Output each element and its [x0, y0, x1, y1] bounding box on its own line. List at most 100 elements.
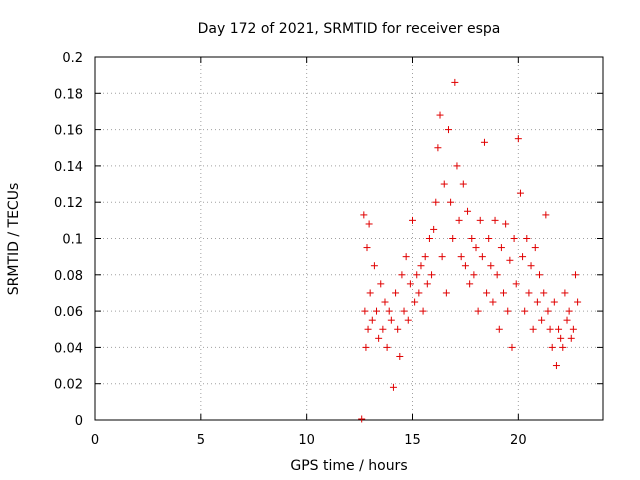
y-tick-label: 0.08	[54, 269, 83, 284]
data-point	[468, 235, 476, 242]
data-point	[368, 316, 376, 324]
y-tick-label: 0.04	[54, 341, 83, 356]
data-point	[546, 325, 554, 333]
data-point	[521, 307, 529, 315]
data-point	[487, 262, 495, 270]
y-tick-label: 0.16	[54, 124, 83, 139]
data-point	[438, 253, 446, 261]
data-point	[531, 244, 539, 252]
data-point	[375, 334, 383, 342]
data-point	[567, 334, 575, 342]
data-point	[565, 307, 573, 315]
data-point	[411, 298, 419, 306]
data-points	[358, 78, 582, 423]
data-point	[432, 198, 440, 206]
x-tick-label: 20	[510, 433, 527, 448]
data-point	[512, 280, 520, 288]
data-point	[387, 316, 395, 324]
y-tick-label: 0.12	[54, 196, 83, 211]
data-point	[491, 216, 499, 224]
data-point	[525, 289, 533, 297]
data-point	[552, 362, 560, 370]
data-point	[483, 289, 491, 297]
data-point	[500, 289, 508, 297]
data-point	[523, 235, 531, 242]
y-axis-label: SRMTID / TECUs	[6, 183, 22, 296]
data-point	[370, 262, 378, 270]
data-point	[540, 289, 548, 297]
data-point	[516, 189, 524, 197]
y-tick-label: 0.06	[54, 305, 83, 320]
data-point	[377, 280, 385, 288]
y-tick-label: 0.02	[54, 378, 83, 393]
data-point	[409, 216, 416, 224]
data-point	[444, 126, 452, 134]
data-point	[366, 289, 374, 297]
data-point	[383, 343, 391, 351]
data-point	[485, 235, 493, 242]
data-point	[472, 244, 480, 252]
data-point	[400, 307, 408, 315]
data-point	[493, 271, 501, 279]
data-point	[529, 325, 537, 333]
data-point	[417, 262, 425, 270]
data-point	[396, 352, 404, 360]
data-point	[404, 316, 412, 324]
y-tick-label: 0	[75, 414, 83, 429]
grid	[95, 57, 603, 420]
data-point	[574, 298, 582, 306]
data-point	[544, 307, 552, 315]
data-point	[474, 307, 482, 315]
data-point	[461, 262, 469, 270]
data-point	[381, 298, 389, 306]
x-tick-label: 10	[298, 433, 315, 448]
data-point	[497, 244, 505, 252]
data-point	[476, 216, 484, 224]
x-tick-label: 5	[197, 433, 205, 448]
data-point	[519, 253, 527, 261]
data-point	[470, 271, 478, 279]
data-point	[571, 271, 579, 279]
data-point	[559, 343, 567, 351]
data-point	[480, 138, 488, 146]
data-point	[504, 307, 512, 315]
data-point	[402, 253, 410, 261]
data-point	[364, 325, 372, 333]
data-point	[449, 235, 457, 242]
data-point	[538, 316, 546, 324]
y-tick-label: 0.14	[54, 160, 83, 175]
data-point	[394, 325, 402, 333]
x-tick-label: 0	[91, 433, 99, 448]
axes	[94, 56, 604, 421]
data-point	[563, 316, 571, 324]
data-point	[442, 289, 450, 297]
x-axis-label: GPS time / hours	[290, 458, 407, 474]
data-point	[362, 343, 370, 351]
data-point	[455, 216, 463, 224]
data-point	[361, 307, 369, 315]
data-point	[421, 253, 429, 261]
data-point	[459, 180, 467, 188]
data-point	[415, 289, 423, 297]
data-point	[510, 235, 518, 242]
data-point	[385, 307, 393, 315]
data-point	[569, 325, 577, 333]
data-point	[457, 253, 465, 261]
data-point	[508, 343, 516, 351]
data-point	[561, 289, 569, 297]
y-tick-label: 0.18	[54, 87, 83, 102]
data-point	[398, 271, 406, 279]
data-point	[514, 135, 522, 143]
data-point	[451, 78, 459, 86]
data-point	[360, 211, 368, 219]
data-point	[548, 343, 556, 351]
data-point	[428, 271, 436, 279]
data-point	[358, 415, 366, 423]
data-point	[436, 111, 444, 119]
data-point	[466, 280, 474, 288]
data-point	[419, 307, 427, 315]
data-point	[533, 298, 541, 306]
y-tick-label: 0.1	[62, 233, 83, 248]
